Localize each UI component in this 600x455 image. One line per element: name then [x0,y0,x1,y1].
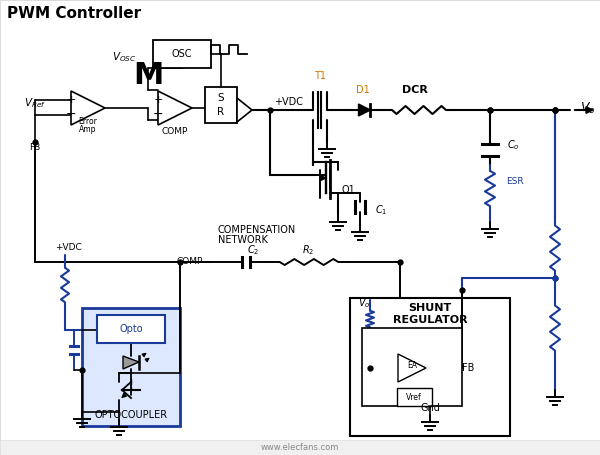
Polygon shape [123,356,139,369]
Text: $V_o$: $V_o$ [580,101,596,116]
Text: COMP: COMP [176,258,203,267]
Bar [397,388,432,406]
Text: COMP: COMP [162,126,188,136]
Bar [153,40,211,68]
Bar [82,308,180,426]
Text: +: + [67,95,76,105]
Text: Opto: Opto [119,324,143,334]
Text: www.elecfans.com: www.elecfans.com [261,443,339,451]
Text: OSC: OSC [172,49,192,59]
Text: SHUNT: SHUNT [409,303,452,313]
Text: +VDC: +VDC [55,243,82,253]
Text: S: S [218,93,224,103]
Text: OPTOCOUPLER: OPTOCOUPLER [94,410,167,420]
Text: +VDC: +VDC [274,97,303,107]
Bar [362,328,462,406]
Text: $\mathbf{M}$: $\mathbf{M}$ [133,61,163,90]
Text: NETWORK: NETWORK [218,235,268,245]
Text: EA: EA [407,362,417,370]
Polygon shape [237,98,252,122]
Text: COMPENSATION: COMPENSATION [218,225,296,235]
Text: R: R [217,107,224,117]
Text: $V_o$: $V_o$ [358,296,370,310]
Text: $V_{OSC}$: $V_{OSC}$ [112,50,136,64]
Text: Error: Error [79,116,97,126]
Bar [0,440,600,455]
Text: D1: D1 [356,85,370,95]
Bar [350,298,510,436]
Bar [97,315,165,343]
Text: Gnd: Gnd [420,403,440,413]
Text: Amp: Amp [79,125,97,133]
Text: FB: FB [29,142,41,152]
Text: $V_{Ref}$: $V_{Ref}$ [24,96,46,110]
Text: REGULATOR: REGULATOR [392,315,467,325]
Text: $C_1$: $C_1$ [375,203,388,217]
Bar [205,87,237,123]
Text: −: − [66,107,76,121]
Text: Q1: Q1 [342,185,356,195]
Text: T1: T1 [314,71,326,81]
Text: $C_2$: $C_2$ [247,243,259,257]
Text: ESR: ESR [506,177,524,187]
Text: DCR: DCR [402,85,428,95]
Text: +: + [154,95,163,105]
Polygon shape [358,104,370,116]
Text: −: − [153,107,163,121]
Text: PWM Controller: PWM Controller [7,6,141,21]
Polygon shape [71,91,105,125]
Bar [16,26,276,204]
Polygon shape [158,91,192,125]
Text: $C_o$: $C_o$ [507,138,520,152]
Text: $R_2$: $R_2$ [302,243,314,257]
Text: FB: FB [462,363,475,373]
Bar [18,290,576,450]
Polygon shape [398,354,426,382]
Text: Vref: Vref [406,393,422,401]
